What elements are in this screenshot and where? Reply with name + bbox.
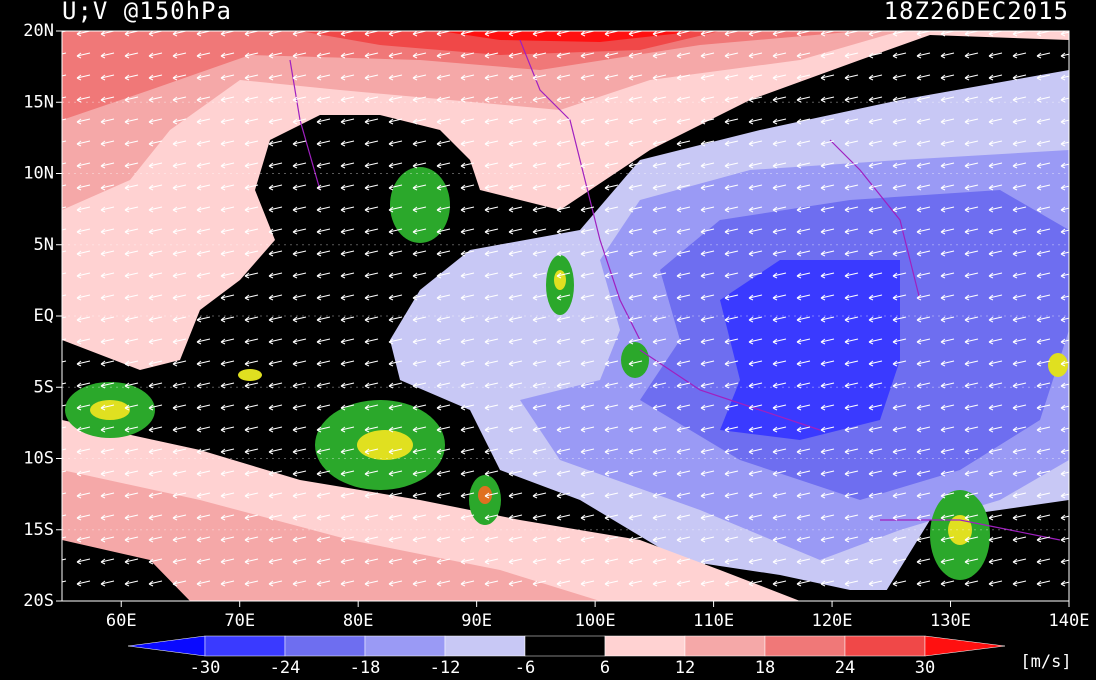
- colorbar-label: 12: [675, 658, 695, 678]
- x-tick-label: 140E: [1049, 611, 1090, 631]
- colorbar-label: -12: [430, 658, 461, 678]
- x-tick-label: 90E: [461, 611, 492, 631]
- y-tick-label: 5N: [34, 235, 54, 255]
- colorbar-label: -30: [190, 658, 221, 678]
- colorbar-label: -18: [350, 658, 381, 678]
- colorbar-label: -6: [515, 658, 535, 678]
- colorbar: -30 -24 -18 -12 -6 6 12 18 24 30: [127, 635, 1006, 678]
- y-tick-label: 10N: [23, 164, 54, 184]
- y-tick-label: 5S: [34, 377, 54, 397]
- x-tick-label: 70E: [224, 611, 255, 631]
- y-tick-label: 20N: [23, 21, 54, 41]
- x-tick-label: 100E: [575, 611, 616, 631]
- colorbar-triangle: [924, 635, 1006, 657]
- colorbar-box: [684, 635, 766, 657]
- axes: 60E 70E 80E 90E 100E 110E 120E 130E 140E 20N 15N 10…: [23, 21, 1089, 631]
- colorbar-box: [444, 635, 526, 657]
- colorbar-box: [524, 635, 606, 657]
- colorbar-box: [604, 635, 686, 657]
- colorbar-box: [764, 635, 846, 657]
- colorbar-triangle: [127, 635, 206, 657]
- y-tick-label: 15S: [23, 520, 54, 540]
- timestamp: 18Z26DEC2015: [884, 0, 1069, 25]
- x-tick-label: 60E: [106, 611, 137, 631]
- colorbar-label: 30: [915, 658, 935, 678]
- y-tick-label: EQ: [34, 306, 54, 326]
- x-tick-label: 130E: [930, 611, 971, 631]
- wind-vectors: [62, 31, 1069, 601]
- colorbar-label: 18: [755, 658, 775, 678]
- x-tick-label: 110E: [693, 611, 734, 631]
- y-tick-label: 10S: [23, 449, 54, 469]
- colorbar-box: [204, 635, 286, 657]
- x-tick-label: 80E: [343, 611, 374, 631]
- colorbar-label: 24: [835, 658, 855, 678]
- colorbar-unit: [m/s]: [1020, 652, 1071, 672]
- colorbar-box: [284, 635, 366, 657]
- colorbar-box: [844, 635, 926, 657]
- y-tick-label: 20S: [23, 591, 54, 611]
- map-field: [62, 31, 1069, 601]
- title: U;V @150hPa: [62, 0, 232, 25]
- y-tick-label: 15N: [23, 92, 54, 112]
- colorbar-box: [364, 635, 446, 657]
- colorbar-label: -24: [270, 658, 301, 678]
- colorbar-label: 6: [600, 658, 610, 678]
- x-tick-label: 120E: [812, 611, 853, 631]
